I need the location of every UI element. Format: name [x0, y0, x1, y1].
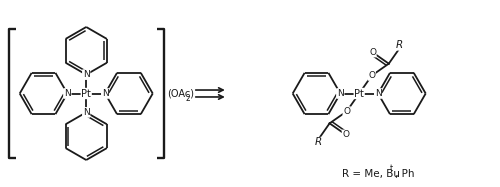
Text: (OAc): (OAc)	[167, 88, 194, 99]
Text: O: O	[342, 130, 349, 139]
Text: N: N	[374, 89, 382, 98]
Text: Pt: Pt	[82, 88, 91, 99]
Text: R: R	[396, 40, 403, 50]
Text: Pt: Pt	[354, 88, 364, 99]
Text: O: O	[369, 48, 376, 57]
Text: N: N	[337, 89, 344, 98]
Text: N: N	[83, 108, 89, 117]
Text: N: N	[64, 89, 70, 98]
Text: O: O	[343, 107, 350, 116]
Text: N: N	[83, 70, 89, 79]
Text: O: O	[368, 71, 375, 80]
Text: , Ph: , Ph	[395, 169, 414, 179]
Text: N: N	[102, 89, 108, 98]
Text: N: N	[337, 89, 344, 98]
Text: N: N	[374, 89, 382, 98]
Text: N: N	[83, 70, 89, 79]
Text: 2: 2	[186, 94, 190, 103]
Text: R = Me, Bu: R = Me, Bu	[342, 169, 400, 179]
Text: N: N	[102, 89, 108, 98]
Text: N: N	[83, 108, 89, 117]
Text: R: R	[315, 137, 322, 147]
Text: N: N	[64, 89, 70, 98]
Text: t: t	[390, 164, 393, 173]
